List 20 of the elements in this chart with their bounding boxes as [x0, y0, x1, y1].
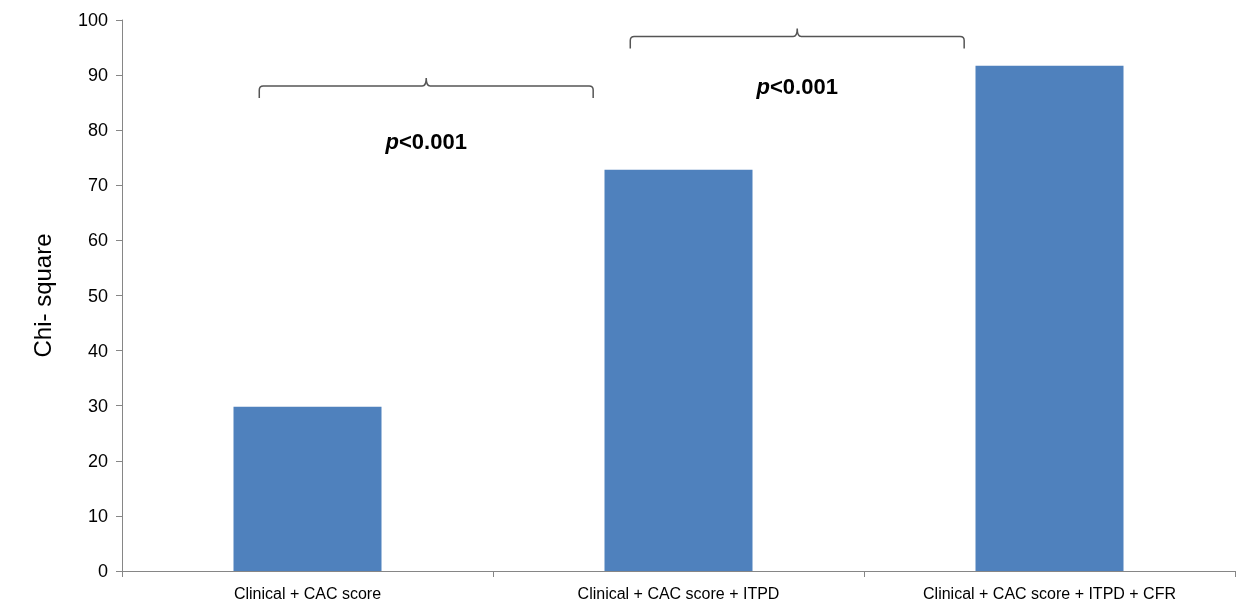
y-tick-label: 50 — [87, 285, 108, 306]
x-tick-label: Clinical + CAC score — [233, 584, 382, 602]
y-axis-title: Chi- square — [28, 233, 56, 358]
y-tick-label: 80 — [87, 120, 108, 141]
bar — [604, 169, 753, 571]
y-tick-label: 70 — [87, 175, 108, 196]
annotation: p<0.001 — [755, 74, 838, 100]
y-tick-label: 0 — [97, 561, 108, 581]
y-tick-label: 60 — [87, 230, 108, 251]
y-tick-label: 40 — [87, 340, 108, 361]
bar — [233, 406, 382, 571]
x-tick-label: Clinical + CAC score + ITPD — [577, 584, 780, 602]
x-tick-label: Clinical + CAC score + ITPD + CFR — [923, 584, 1176, 602]
bar — [975, 65, 1124, 571]
y-tick-label: 10 — [87, 505, 108, 526]
y-tick-label: 30 — [87, 395, 108, 416]
y-tick-label: 100 — [77, 10, 108, 30]
y-tick-label: 90 — [87, 65, 108, 86]
annotation: p<0.001 — [384, 129, 467, 155]
y-tick-label: 20 — [87, 450, 108, 471]
